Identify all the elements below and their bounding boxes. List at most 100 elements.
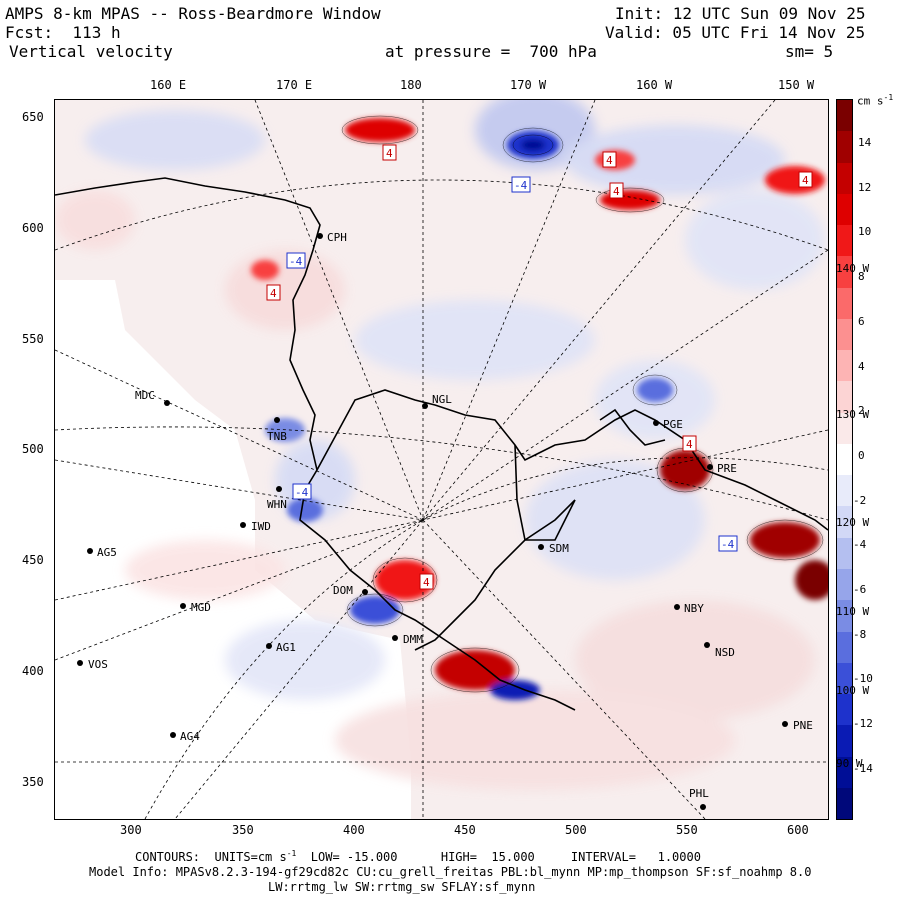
- station-ngl: NGL: [422, 393, 452, 409]
- colorbar-swatch: [837, 756, 852, 788]
- lon-label-right: 110 W: [836, 605, 870, 618]
- svg-text:4: 4: [802, 174, 809, 187]
- lon-label-170w: 170 W: [510, 78, 547, 92]
- svg-text:4: 4: [423, 576, 430, 589]
- extrema-markers: 4 4 4 4 4 4 4 -4 -4 -4 -4: [266, 144, 813, 590]
- svg-text:WHN: WHN: [267, 498, 287, 511]
- high-marker: 4: [602, 151, 617, 168]
- model-info-line2: LW:rrtmg_lw SW:rrtmg_sw SFLAY:sf_mynn: [268, 880, 536, 894]
- y-tick-400: 400: [22, 664, 44, 678]
- station-ag1: AG1: [266, 641, 296, 654]
- lon-label-right: 100 W: [836, 684, 870, 697]
- contour-lines: [341, 115, 824, 693]
- station-mdc: MDC: [135, 389, 170, 406]
- colorbar-swatch: [837, 787, 852, 820]
- y-tick-550: 550: [22, 332, 44, 346]
- x-tick-300: 300: [120, 823, 142, 837]
- svg-text:PRE: PRE: [717, 462, 737, 475]
- colorbar-swatch: [837, 694, 852, 726]
- y-tick-650: 650: [22, 110, 44, 124]
- station-ag5: AG5: [87, 546, 117, 559]
- svg-text:SDM: SDM: [549, 542, 569, 555]
- colorbar-label: 0: [858, 448, 865, 462]
- station-pge: PGE: [653, 418, 683, 431]
- smoothing-value: sm= 5: [785, 42, 834, 61]
- lon-label-right: 140 W: [836, 262, 870, 275]
- x-tick-350: 350: [232, 823, 254, 837]
- pressure-level: at pressure = 700 hPa: [385, 42, 597, 61]
- strong-features: [251, 118, 828, 700]
- x-tick-400: 400: [343, 823, 365, 837]
- colorbar-swatch: [837, 662, 852, 695]
- lon-label-right: 130 W: [836, 408, 870, 421]
- svg-text:DMM: DMM: [403, 633, 423, 646]
- high-marker: 4: [609, 182, 624, 199]
- colorbar-label: 12: [858, 180, 872, 194]
- lon-label-right: 90 W: [836, 757, 863, 770]
- colorbar-label: -2: [853, 493, 867, 507]
- lon-label-160e: 160 E: [150, 78, 187, 92]
- svg-text:DOM: DOM: [333, 584, 353, 597]
- svg-text:AG5: AG5: [97, 546, 117, 559]
- colorbar-swatch: [837, 412, 852, 444]
- y-tick-500: 500: [22, 442, 44, 456]
- station-vos: VOS: [77, 658, 108, 671]
- svg-text:4: 4: [270, 287, 277, 300]
- colorbar-label: -8: [853, 627, 867, 641]
- high-marker: 4: [798, 171, 813, 188]
- colorbar-swatch: [837, 287, 852, 319]
- svg-text:AG1: AG1: [276, 641, 296, 654]
- x-tick-600: 600: [787, 823, 809, 837]
- colorbar-swatch: [837, 318, 852, 351]
- colorbar-swatch: [837, 162, 852, 194]
- station-phl: PHL: [689, 787, 709, 810]
- colorbar-swatch: [837, 600, 852, 632]
- colorbar-swatch: [837, 193, 852, 226]
- colorbar: [836, 99, 853, 820]
- station-ag4: AG4: [170, 730, 200, 743]
- high-marker: 4: [382, 144, 397, 161]
- valid-time: Valid: 05 UTC Fri 14 Nov 25: [605, 23, 866, 42]
- high-marker: 4: [266, 284, 281, 301]
- colorbar-label: -14: [853, 761, 873, 775]
- svg-text:-4: -4: [721, 538, 735, 551]
- station-nby: NBY: [674, 602, 704, 615]
- colorbar-swatch: [837, 100, 852, 132]
- x-tick-500: 500: [565, 823, 587, 837]
- svg-text:-4: -4: [514, 179, 528, 192]
- svg-text:CPH: CPH: [327, 231, 347, 244]
- colorbar-label: 6: [858, 314, 865, 328]
- station-dom: DOM: [333, 584, 368, 597]
- map-plot-area[interactable]: CPH MDC NGL TNB WHN IWD AG5 MGD AG1 VOS …: [54, 99, 829, 820]
- lon-label-right: 120 W: [836, 516, 870, 529]
- colorbar-label: -10: [853, 672, 873, 686]
- svg-text:-4: -4: [289, 255, 303, 268]
- colorbar-label: -4: [853, 538, 867, 552]
- colorbar-swatch: [837, 225, 852, 257]
- init-time: Init: 12 UTC Sun 09 Nov 25: [615, 4, 866, 23]
- colorbar-label: 8: [858, 270, 865, 284]
- station-nsd: NSD: [704, 642, 735, 659]
- svg-text:MDC: MDC: [135, 389, 155, 402]
- contour-info: CONTOURS: UNITS=cm s-1 LOW= -15.000 HIGH…: [135, 849, 701, 864]
- svg-text:PGE: PGE: [663, 418, 683, 431]
- station-mgd: MGD: [180, 601, 211, 614]
- lon-label-160w: 160 W: [636, 78, 673, 92]
- svg-text:TNB: TNB: [267, 430, 287, 443]
- colorbar-label: -12: [853, 717, 873, 731]
- forecast-hour: Fcst: 113 h: [5, 23, 121, 42]
- lon-label-150w: 150 W: [778, 78, 815, 92]
- colorbar-swatch: [837, 631, 852, 663]
- svg-text:NGL: NGL: [432, 393, 452, 406]
- svg-text:AG4: AG4: [180, 730, 200, 743]
- y-tick-450: 450: [22, 553, 44, 567]
- station-cph: CPH: [317, 231, 347, 244]
- svg-text:NBY: NBY: [684, 602, 704, 615]
- svg-text:PHL: PHL: [689, 787, 709, 800]
- svg-text:IWD: IWD: [251, 520, 271, 533]
- x-tick-450: 450: [454, 823, 476, 837]
- x-tick-550: 550: [676, 823, 698, 837]
- colorbar-swatch: [837, 350, 852, 382]
- y-tick-350: 350: [22, 775, 44, 789]
- high-marker: 4: [682, 435, 697, 452]
